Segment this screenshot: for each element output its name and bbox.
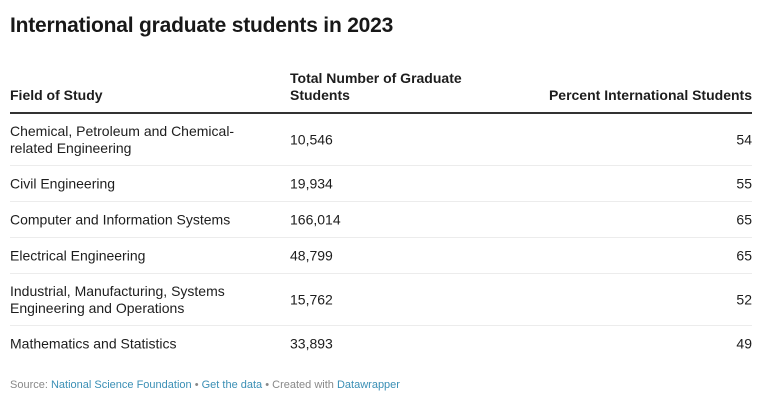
cell-total: 33,893 (290, 335, 333, 351)
table-row: Chemical, Petroleum and Chemical-related… (10, 114, 752, 166)
column-header-field: Field of Study (10, 87, 103, 103)
cell-total: 48,799 (290, 247, 333, 263)
table-row: Electrical Engineering 48,799 65 (10, 238, 752, 274)
cell-percent: 52 (736, 291, 752, 307)
data-table: Field of Study Total Number of Graduate … (10, 66, 752, 361)
cell-total: 15,762 (290, 291, 333, 307)
table-header: Field of Study Total Number of Graduate … (10, 66, 752, 114)
cell-field: Civil Engineering (10, 175, 116, 191)
cell-total: 19,934 (290, 175, 333, 191)
separator: • (194, 379, 199, 391)
cell-field: Computer and Information Systems (10, 211, 231, 227)
datawrapper-link[interactable]: Datawrapper (336, 379, 400, 391)
footer-credits: Source: National Science Foundation • Ge… (10, 379, 400, 391)
separator: • (265, 379, 270, 391)
chart-title: International graduate students in 2023 (10, 14, 394, 37)
cell-field: Mathematics and Statistics (10, 335, 177, 351)
column-header-percent: Percent International Students (548, 87, 752, 103)
column-header-total: Total Number of Graduate Students (290, 70, 462, 103)
table-row: Civil Engineering 19,934 55 (10, 166, 752, 202)
cell-percent: 55 (736, 175, 752, 191)
created-with-label: Created with (272, 379, 334, 391)
source-link[interactable]: National Science Foundation (50, 379, 192, 391)
source-label: Source: (10, 379, 48, 391)
cell-percent: 54 (736, 131, 752, 147)
cell-field: Industrial, Manufacturing, Systems Engin… (10, 282, 225, 316)
cell-field: Electrical Engineering (10, 247, 146, 263)
cell-percent: 49 (736, 335, 752, 351)
cell-total: 166,014 (290, 211, 341, 227)
get-data-link[interactable]: Get the data (201, 379, 263, 391)
table-row: Mathematics and Statistics 33,893 49 (10, 326, 752, 361)
cell-percent: 65 (736, 247, 752, 263)
cell-field: Chemical, Petroleum and Chemical-related… (10, 122, 235, 156)
table-row: Computer and Information Systems 166,014… (10, 202, 752, 238)
cell-total: 10,546 (290, 131, 333, 147)
cell-percent: 65 (736, 211, 752, 227)
table-row: Industrial, Manufacturing, Systems Engin… (10, 274, 752, 326)
